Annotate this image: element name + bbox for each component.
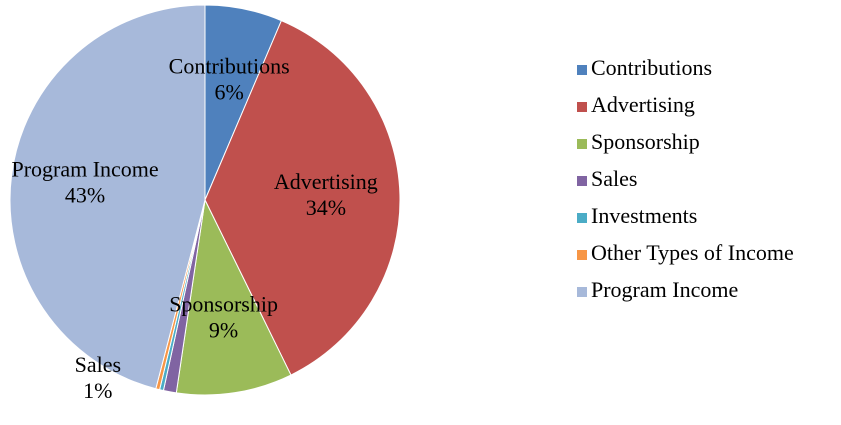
slice-label: Sales: [75, 352, 121, 377]
legend-swatch: [577, 176, 587, 186]
legend-swatch: [577, 213, 587, 223]
slice-value-label: 34%: [306, 195, 346, 220]
slice-value-label: 6%: [215, 80, 244, 105]
legend-label: Advertising: [591, 92, 695, 117]
legend-label: Other Types of Income: [591, 240, 794, 265]
legend-swatch: [577, 139, 587, 149]
legend-swatch: [577, 102, 587, 112]
slice-label: Program Income: [11, 157, 158, 182]
legend-label: Investments: [591, 203, 697, 228]
legend-swatch: [577, 250, 587, 260]
legend-swatch: [577, 287, 587, 297]
pie-slice: [175, 198, 292, 396]
legend-label: Sponsorship: [591, 129, 700, 154]
slice-value-label: 43%: [65, 183, 105, 208]
slice-label: Advertising: [274, 169, 378, 194]
slice-label: Contributions: [169, 54, 290, 79]
legend-label: Sales: [591, 166, 637, 191]
slice-value-label: 9%: [209, 318, 238, 343]
legend-swatch: [577, 65, 587, 75]
slice-label: Sponsorship: [169, 292, 278, 317]
slice-value-label: 1%: [83, 378, 112, 403]
legend-label: Contributions: [591, 55, 712, 80]
pie-slice: [9, 4, 206, 390]
legend-label: Program Income: [591, 277, 738, 302]
pie-slice: [204, 19, 401, 376]
